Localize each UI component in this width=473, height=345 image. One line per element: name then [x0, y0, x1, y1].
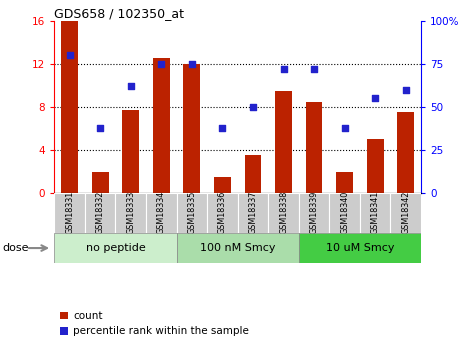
Text: no peptide: no peptide: [86, 243, 145, 253]
Text: GSM18335: GSM18335: [187, 190, 196, 234]
Point: [158, 61, 165, 67]
Bar: [146, 193, 176, 233]
Point: [310, 66, 318, 72]
Bar: [306, 101, 323, 193]
Text: GSM18332: GSM18332: [96, 190, 105, 234]
Legend: count, percentile rank within the sample: count, percentile rank within the sample: [60, 311, 249, 336]
Text: GSM18337: GSM18337: [248, 190, 257, 234]
Bar: [390, 193, 421, 233]
Text: GSM18340: GSM18340: [340, 191, 349, 234]
Text: 10 uM Smcy: 10 uM Smcy: [325, 243, 394, 253]
Bar: [237, 193, 268, 233]
Text: GDS658 / 102350_at: GDS658 / 102350_at: [54, 7, 184, 20]
Text: 100 nM Smcy: 100 nM Smcy: [200, 243, 275, 253]
Point: [280, 66, 287, 72]
Bar: [92, 171, 109, 193]
Point: [127, 83, 134, 89]
Point: [402, 87, 410, 92]
Bar: [54, 233, 176, 263]
Bar: [367, 139, 384, 193]
Bar: [153, 58, 170, 193]
Text: GSM18341: GSM18341: [371, 191, 380, 234]
Text: GSM18331: GSM18331: [65, 191, 74, 234]
Text: GSM18342: GSM18342: [401, 190, 410, 234]
Text: GSM18339: GSM18339: [309, 190, 318, 234]
Bar: [245, 156, 262, 193]
Point: [188, 61, 196, 67]
Bar: [123, 110, 139, 193]
Text: GSM18333: GSM18333: [126, 191, 135, 234]
Text: GSM18338: GSM18338: [279, 191, 288, 234]
Bar: [336, 171, 353, 193]
Bar: [115, 193, 146, 233]
Bar: [184, 64, 200, 193]
Bar: [207, 193, 237, 233]
Text: GSM18336: GSM18336: [218, 191, 227, 234]
Bar: [299, 193, 329, 233]
Bar: [360, 193, 390, 233]
Bar: [397, 112, 414, 193]
Bar: [176, 233, 299, 263]
Text: dose: dose: [2, 243, 29, 253]
Bar: [268, 193, 299, 233]
Point: [249, 104, 257, 110]
Text: GSM18334: GSM18334: [157, 191, 166, 234]
Bar: [54, 193, 85, 233]
Bar: [275, 91, 292, 193]
Point: [219, 125, 226, 130]
Bar: [329, 193, 360, 233]
Bar: [214, 177, 231, 193]
Bar: [61, 21, 78, 193]
Bar: [176, 193, 207, 233]
Bar: [85, 193, 115, 233]
Point: [371, 96, 379, 101]
Point: [341, 125, 349, 130]
Point: [96, 125, 104, 130]
Point: [66, 52, 73, 58]
Bar: [299, 233, 421, 263]
